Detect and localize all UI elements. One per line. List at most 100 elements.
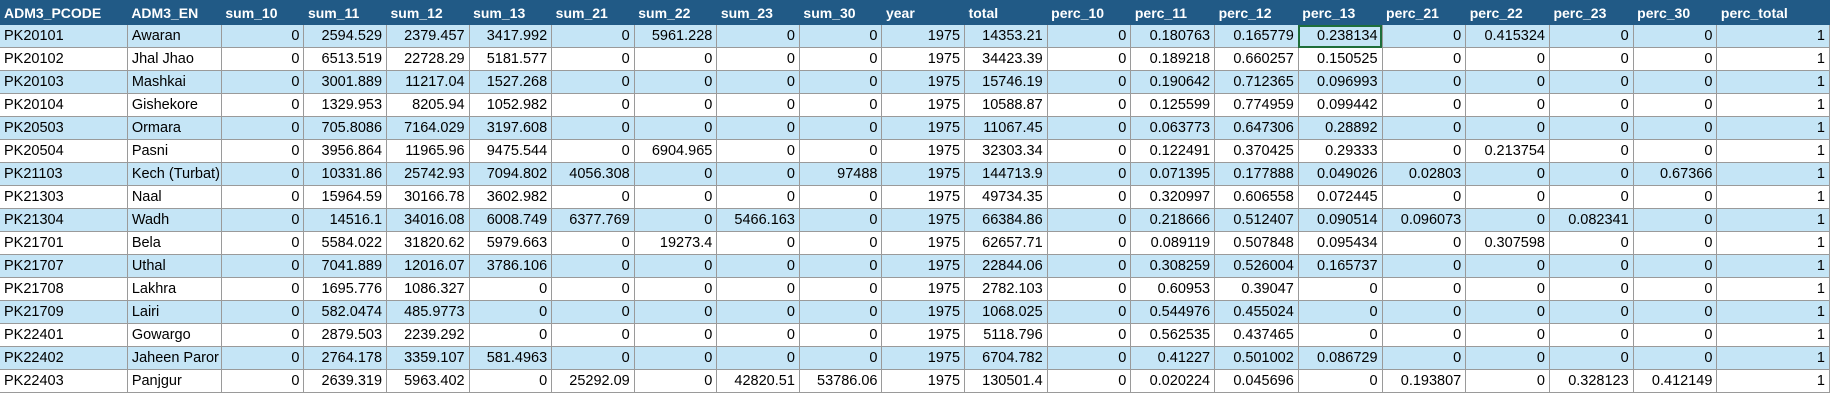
table-cell[interactable]: 0 [221,70,305,95]
table-cell[interactable]: 485.9773 [386,300,470,325]
column-header-perc-11[interactable]: perc_11 [1130,0,1215,25]
table-cell[interactable]: 0 [1047,277,1132,302]
table-cell[interactable]: 0 [1549,231,1634,256]
table-cell[interactable]: 0 [1047,93,1132,118]
table-cell[interactable]: 3001.889 [303,70,388,95]
table-cell[interactable]: 0 [1465,70,1550,95]
table-cell[interactable]: 0.60953 [1130,277,1216,302]
table-cell[interactable]: 0 [1047,25,1132,49]
table-cell[interactable]: Kech (Turbat) [127,162,222,187]
table-cell[interactable]: 5963.402 [386,369,470,394]
table-cell[interactable]: 1975 [881,139,966,164]
table-cell[interactable]: 0 [716,346,800,371]
table-cell[interactable]: 0 [1633,300,1718,325]
table-cell[interactable]: 0 [469,323,553,348]
table-cell[interactable]: 0.090514 [1298,208,1383,233]
table-cell[interactable]: 42820.51 [716,369,800,394]
table-cell[interactable]: 0 [799,300,883,325]
table-cell[interactable]: 0 [716,185,800,210]
table-cell[interactable]: Uthal [127,254,222,279]
table-cell[interactable]: 7041.889 [303,254,388,279]
table-cell[interactable]: 0 [1047,208,1132,233]
table-cell[interactable]: 0 [1465,116,1550,141]
table-cell[interactable]: 1 [1716,231,1830,256]
table-cell[interactable]: 0 [551,323,635,348]
table-cell[interactable]: Gowargo [127,323,222,348]
table-cell[interactable]: 53786.06 [799,369,883,394]
table-cell[interactable]: 0 [1549,300,1634,325]
table-cell[interactable]: 0 [1047,369,1132,394]
table-cell[interactable]: 0 [1549,25,1634,49]
table-cell[interactable]: 0 [634,323,718,348]
table-cell[interactable]: 0 [716,277,800,302]
table-cell[interactable]: PK21708 [0,277,128,302]
column-header-sum-22[interactable]: sum_22 [634,0,717,25]
table-cell[interactable]: 0.049026 [1298,162,1383,187]
table-cell[interactable]: 97488 [799,162,883,187]
table-cell[interactable]: 5118.796 [964,323,1048,348]
table-cell[interactable]: 1 [1716,116,1830,141]
table-cell[interactable]: 0 [221,47,305,72]
table-cell[interactable]: 0 [469,277,553,302]
column-header-sum-12[interactable]: sum_12 [386,0,470,25]
table-cell[interactable]: 0 [469,369,553,394]
table-cell[interactable]: 3417.992 [469,25,553,49]
table-cell[interactable]: 0 [1382,300,1467,325]
table-cell[interactable]: 144713.9 [964,162,1048,187]
table-cell[interactable]: 130501.4 [964,369,1048,394]
table-cell[interactable]: 0 [799,93,883,118]
table-cell[interactable]: 9475.544 [469,139,553,164]
table-cell[interactable]: 0.455024 [1214,300,1299,325]
table-cell[interactable]: 1975 [881,70,966,95]
table-cell[interactable]: 0 [634,369,718,394]
table-cell[interactable]: 0.370425 [1214,139,1299,164]
table-cell[interactable]: 0 [1549,139,1634,164]
table-cell[interactable]: PK21709 [0,300,128,325]
table-cell[interactable]: PK20104 [0,93,128,118]
table-cell[interactable]: 0 [1549,116,1634,141]
table-cell[interactable]: 0 [1633,93,1718,118]
table-cell[interactable]: PK21304 [0,208,128,233]
table-cell[interactable]: 0 [1633,208,1718,233]
table-cell[interactable]: 1 [1716,162,1830,187]
table-cell[interactable]: PK20504 [0,139,128,164]
table-cell[interactable]: 582.0474 [303,300,388,325]
table-cell[interactable]: 0.125599 [1130,93,1216,118]
table-cell[interactable]: Lairi [127,300,222,325]
table-cell[interactable]: 0 [1549,162,1634,187]
table-cell[interactable]: 0 [1465,300,1550,325]
table-cell[interactable]: 0 [1047,231,1132,256]
table-cell[interactable]: 0 [1465,323,1550,348]
table-cell[interactable]: 0 [1047,47,1132,72]
table-cell[interactable]: PK21707 [0,254,128,279]
table-cell[interactable]: 11217.04 [386,70,470,95]
table-cell[interactable]: 0 [716,70,800,95]
table-cell[interactable]: 0 [1382,346,1467,371]
table-cell[interactable]: 0 [799,185,883,210]
table-cell[interactable]: 0.526004 [1214,254,1299,279]
table-cell[interactable]: 25292.09 [551,369,635,394]
table-cell[interactable]: 14516.1 [303,208,388,233]
table-cell[interactable]: 0.660257 [1214,47,1299,72]
column-header-year[interactable]: year [881,0,965,25]
table-cell[interactable]: 0.544976 [1130,300,1216,325]
table-cell[interactable]: 0 [1633,323,1718,348]
column-header-perc-13[interactable]: perc_13 [1298,0,1383,25]
table-cell[interactable]: 0 [1382,323,1467,348]
table-cell[interactable]: 22728.29 [386,47,470,72]
table-cell[interactable]: 30166.78 [386,185,470,210]
table-cell[interactable]: 0.218666 [1130,208,1216,233]
table-cell[interactable]: 0 [551,70,635,95]
table-cell[interactable]: 1975 [881,25,966,49]
table-cell[interactable]: 1975 [881,185,966,210]
table-cell[interactable]: 1 [1716,25,1830,49]
table-cell[interactable]: 0 [1633,254,1718,279]
table-cell[interactable]: 1 [1716,208,1830,233]
table-cell[interactable]: 15964.59 [303,185,388,210]
table-cell[interactable]: 6904.965 [634,139,718,164]
table-cell[interactable]: 0 [221,300,305,325]
table-cell[interactable]: 0 [1047,300,1132,325]
table-cell[interactable]: 0.072445 [1298,185,1383,210]
table-cell[interactable]: 0.082341 [1549,208,1634,233]
table-cell[interactable]: 0 [716,231,800,256]
